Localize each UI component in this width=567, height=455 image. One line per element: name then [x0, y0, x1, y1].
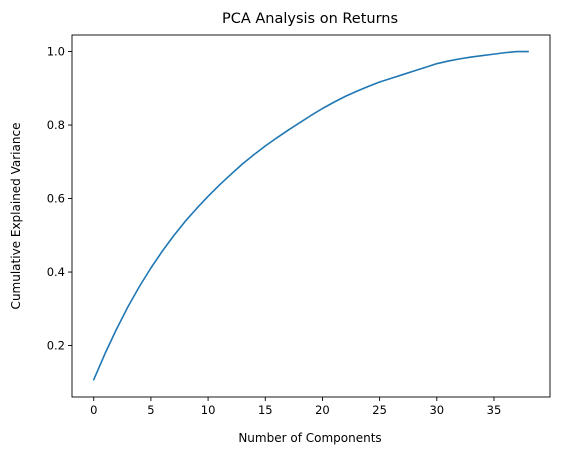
y-tick-label: 0.6 [47, 192, 65, 206]
y-axis-label: Cumulative Explained Variance [9, 123, 23, 310]
x-tick-label: 20 [315, 403, 330, 417]
x-axis-label: Number of Components [238, 431, 381, 445]
chart-title: PCA Analysis on Returns [222, 11, 398, 27]
x-tick-label: 0 [90, 403, 97, 417]
x-tick-label: 25 [372, 403, 387, 417]
x-tick-label: 10 [201, 403, 216, 417]
x-axis: 0 5 10 15 20 25 30 35 [90, 397, 501, 417]
plot-area [71, 34, 551, 398]
x-tick-label: 35 [487, 403, 502, 417]
x-tick-label: 5 [147, 403, 154, 417]
plot-frame [71, 34, 551, 398]
x-tick-label: 30 [429, 403, 444, 417]
series-line-0 [92, 50, 530, 381]
y-axis: 0.2 0.4 0.6 0.8 1.0 [47, 45, 72, 353]
y-tick-label: 0.8 [47, 118, 65, 132]
y-tick-label: 1.0 [47, 45, 65, 59]
y-tick-label: 0.4 [47, 265, 65, 279]
y-tick-label: 0.2 [47, 339, 65, 353]
x-tick-label: 15 [258, 403, 273, 417]
